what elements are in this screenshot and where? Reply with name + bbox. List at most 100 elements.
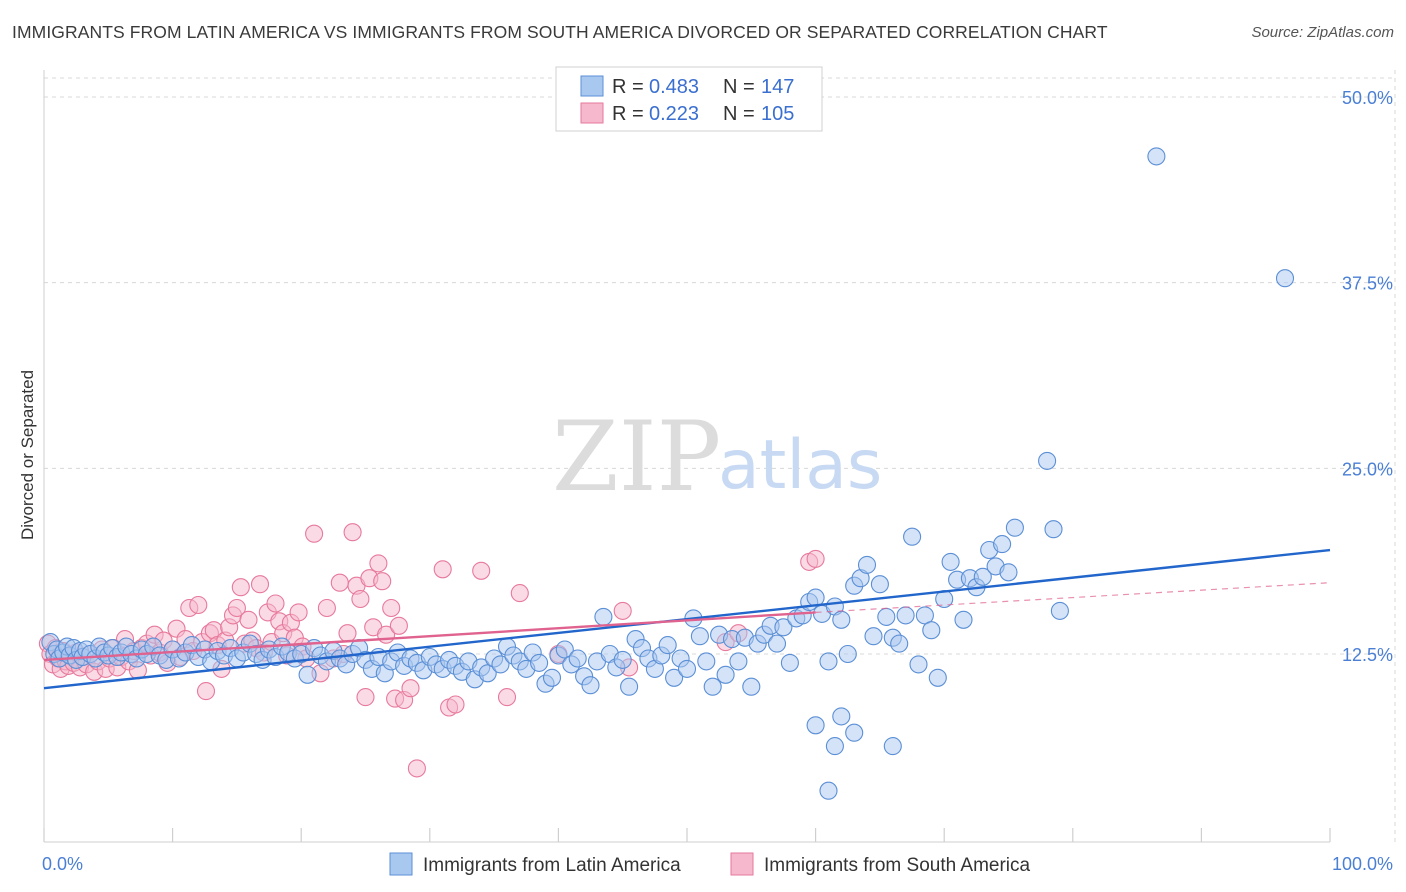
south-america-point bbox=[510, 584, 529, 603]
latin-america-point bbox=[780, 653, 799, 672]
legend-n-value-1: 147 bbox=[761, 76, 794, 98]
south-america-point bbox=[330, 573, 349, 592]
y-tick-label: 25.0% bbox=[1342, 459, 1393, 479]
source-label: Source: ZipAtlas.com bbox=[1251, 24, 1394, 41]
latin-america-point bbox=[909, 655, 928, 674]
south-america-point bbox=[373, 572, 392, 591]
south-america-point bbox=[497, 688, 517, 707]
latin-america-point bbox=[1147, 147, 1166, 166]
latin-america-point bbox=[1005, 518, 1024, 537]
series-swatch-south-america bbox=[730, 852, 754, 876]
watermark-zip: ZIP bbox=[552, 401, 721, 513]
y-axis-label: Divorced or Separated bbox=[18, 370, 37, 540]
y-tick-label: 50.0% bbox=[1342, 88, 1393, 108]
latin-america-point bbox=[555, 640, 574, 659]
latin-america-point bbox=[774, 618, 793, 637]
latin-america-point bbox=[890, 634, 909, 653]
series-label-south-america: Immigrants from South America bbox=[764, 855, 1031, 876]
south-america-point bbox=[338, 624, 357, 643]
latin-america-point bbox=[973, 567, 992, 586]
south-america-point bbox=[305, 524, 324, 543]
latin-america-point bbox=[1044, 520, 1063, 539]
watermark-atlas: atlas bbox=[718, 426, 882, 505]
latin-america-point bbox=[542, 668, 562, 687]
latin-america-point bbox=[896, 606, 915, 625]
legend-r-label-1: R = bbox=[612, 76, 644, 98]
trend-lines bbox=[43, 548, 1331, 690]
south-america-point bbox=[289, 603, 308, 622]
south-america-point bbox=[196, 682, 216, 701]
south-america-point bbox=[806, 549, 825, 568]
latin-america-point bbox=[806, 716, 825, 735]
south-america-point bbox=[343, 523, 362, 542]
legend-swatch-blue bbox=[580, 75, 604, 97]
south-america-point bbox=[356, 688, 375, 707]
latin-america-point bbox=[491, 655, 510, 674]
latin-america-point bbox=[665, 668, 684, 687]
latin-america-point bbox=[581, 676, 600, 695]
y-tick-labels: 12.5% 25.0% 37.5% 50.0% bbox=[1342, 88, 1393, 665]
south-america-point bbox=[407, 759, 426, 778]
south-america-point bbox=[231, 578, 250, 597]
latin-america-point bbox=[620, 677, 639, 696]
south-america-point bbox=[266, 594, 285, 613]
latin-america-point bbox=[1050, 601, 1069, 620]
latin-america-point bbox=[999, 563, 1018, 582]
y-tick-label: 12.5% bbox=[1342, 645, 1393, 665]
latin-america-point bbox=[845, 723, 864, 742]
latin-america-point bbox=[954, 610, 973, 629]
south-america-point bbox=[317, 598, 336, 618]
latin-america-point bbox=[993, 535, 1012, 554]
latin-america-point bbox=[703, 677, 722, 696]
latin-america-point bbox=[819, 652, 838, 671]
south-america-point bbox=[389, 616, 408, 635]
south-america-point bbox=[189, 595, 208, 615]
latin-america-point bbox=[857, 555, 877, 574]
latin-america-point bbox=[832, 610, 851, 629]
south-america-point bbox=[401, 679, 420, 698]
legend-n-label-2: N = bbox=[723, 103, 755, 125]
south-america-point bbox=[613, 601, 632, 620]
latin-america-point bbox=[530, 653, 549, 672]
latin-america-point bbox=[594, 607, 613, 626]
latin-america-point bbox=[922, 621, 941, 640]
axes bbox=[43, 70, 1331, 843]
latin-america-point bbox=[716, 665, 735, 684]
latin-america-point bbox=[825, 737, 844, 756]
x-tick-label: 100.0% bbox=[1332, 854, 1393, 874]
south-america-point bbox=[227, 598, 246, 618]
latin-america-point bbox=[613, 650, 632, 669]
latin-america-point bbox=[729, 652, 748, 671]
latin-america-point bbox=[903, 527, 922, 546]
legend-r-value-1: 0.483 bbox=[649, 76, 699, 98]
latin-america-point bbox=[677, 659, 697, 678]
south-america-point bbox=[239, 610, 258, 629]
latin-america-point bbox=[864, 627, 883, 646]
south-america-trend-line bbox=[43, 611, 816, 662]
south-america-point bbox=[472, 561, 491, 580]
legend-r-value-2: 0.223 bbox=[649, 103, 699, 125]
latin-america-point bbox=[697, 652, 716, 671]
south-america-point bbox=[250, 575, 270, 594]
south-america-point bbox=[433, 560, 452, 579]
latin-america-point bbox=[832, 707, 851, 726]
latin-america-point bbox=[1275, 269, 1295, 288]
x-tick-label: 0.0% bbox=[42, 854, 83, 874]
series-label-latin-america: Immigrants from Latin America bbox=[423, 855, 681, 876]
south-america-point bbox=[351, 589, 370, 609]
legend-r-label-2: R = bbox=[612, 103, 644, 125]
latin-america-point bbox=[870, 575, 889, 594]
latin-america-point bbox=[819, 781, 838, 800]
latin-america-point bbox=[742, 677, 761, 696]
latin-america-trend-line bbox=[43, 548, 1331, 690]
latin-america-point bbox=[928, 668, 947, 687]
latin-america-point bbox=[1038, 451, 1057, 470]
latin-america-point bbox=[883, 737, 902, 756]
legend-swatch-pink bbox=[580, 102, 604, 124]
latin-america-point bbox=[568, 649, 587, 668]
watermark: ZIP atlas bbox=[552, 401, 882, 513]
latin-america-point bbox=[298, 665, 317, 684]
y-tick-label: 37.5% bbox=[1342, 274, 1393, 294]
correlation-legend: R = 0.483 N = 147 R = 0.223 N = 105 bbox=[555, 66, 823, 132]
